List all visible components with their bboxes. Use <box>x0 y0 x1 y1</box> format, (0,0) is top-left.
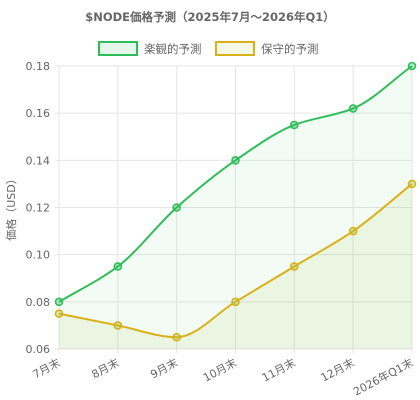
series-line <box>58 65 413 303</box>
data-point[interactable] <box>231 297 240 307</box>
x-tick-label: 12月末 <box>318 355 356 384</box>
data-point[interactable] <box>113 262 123 271</box>
y-tick-label: 0.06 <box>26 343 51 356</box>
x-tick-label: 11月末 <box>259 355 297 384</box>
y-tick-label: 0.14 <box>26 154 51 167</box>
data-point[interactable] <box>348 226 358 236</box>
y-tick-label: 0.10 <box>26 249 51 262</box>
x-tick-label: 9月末 <box>148 355 180 381</box>
series-line <box>58 183 413 339</box>
x-tick-label: 8月末 <box>89 355 121 381</box>
legend-swatch <box>215 41 255 56</box>
y-tick-label: 0.18 <box>26 60 51 73</box>
data-point[interactable] <box>407 179 417 189</box>
legend: 楽観的予測 保守的予測 <box>98 41 319 56</box>
data-point[interactable] <box>231 156 240 165</box>
legend-item[interactable]: 保守的予測 <box>215 41 319 56</box>
legend-label: 楽観的予測 <box>144 42 202 56</box>
point-layer <box>54 61 417 342</box>
area-layer <box>59 66 412 349</box>
data-point[interactable] <box>407 61 417 71</box>
data-point[interactable] <box>54 309 64 318</box>
legend-swatch <box>98 41 138 56</box>
chart-title: $NODE価格予測（2025年7月～2026年Q1） <box>85 10 335 24</box>
line-layer <box>58 65 413 339</box>
y-tick-label: 0.08 <box>26 296 51 309</box>
y-tick-label: 0.12 <box>26 202 51 215</box>
data-point[interactable] <box>348 104 358 113</box>
data-point[interactable] <box>54 297 64 307</box>
legend-label: 保守的予測 <box>261 42 319 56</box>
data-point[interactable] <box>172 203 181 212</box>
x-tick-label: 10月末 <box>201 355 239 384</box>
grid-layer <box>55 65 413 353</box>
series-area <box>59 66 412 349</box>
x-tick-label: 7月末 <box>30 355 62 381</box>
data-point[interactable] <box>290 262 299 271</box>
series-area <box>59 183 412 349</box>
data-point[interactable] <box>290 120 299 130</box>
y-tick-label: 0.16 <box>26 107 51 120</box>
data-point[interactable] <box>172 332 181 342</box>
y-tick-labels: 0.06 0.08 0.10 0.12 0.14 0.16 0.18 <box>26 60 51 356</box>
data-point[interactable] <box>113 321 123 330</box>
x-tick-label: 2026年Q1末 <box>351 355 416 398</box>
y-axis-label: 価格（USD） <box>4 173 18 241</box>
legend-item[interactable]: 楽観的予測 <box>98 41 202 56</box>
